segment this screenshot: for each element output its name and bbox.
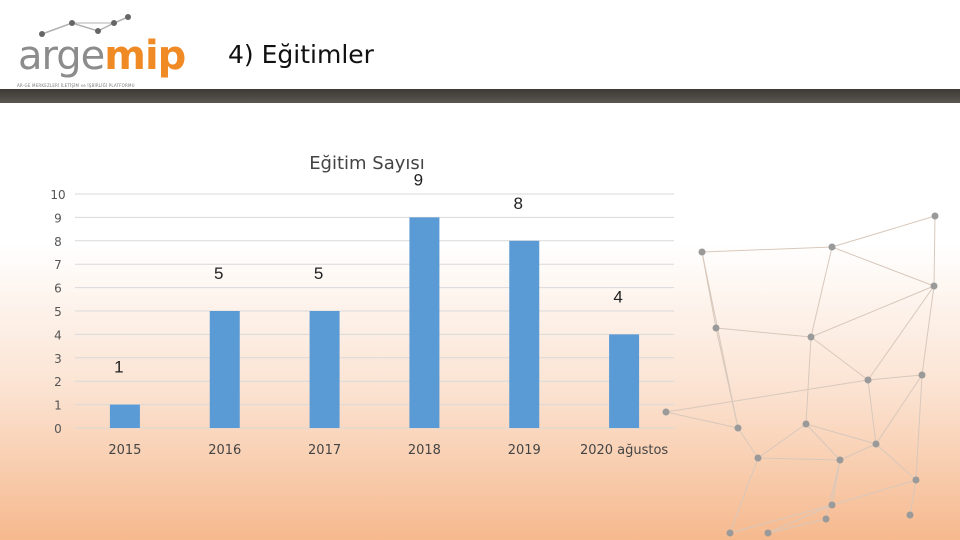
network-node [918,371,926,379]
network-node [764,529,772,537]
network-node [912,476,920,484]
x-tick-label: 2018 [408,443,441,458]
network-node [836,456,844,464]
slide-title: 4) Eğitimler [228,40,374,69]
logo-word-part-2: mip [104,33,186,79]
argemip-logo: argemip AR-GE MERKEZLERİ İLETİŞİM ve İŞB… [14,12,186,88]
network-node [802,420,810,428]
y-tick-label: 8 [54,235,62,249]
network-node [930,282,938,290]
network-dots-icon [39,14,131,37]
x-tick-label: 2015 [108,443,141,458]
header-bar [0,89,960,103]
bar [509,240,540,428]
chart-title: Eğitim Sayısı [309,153,425,174]
y-tick-label: 9 [54,211,62,225]
network-node [828,501,836,509]
bar [109,404,140,428]
logo-wordmark: argemip [18,33,186,79]
data-label: 5 [314,264,323,283]
network-node [931,212,939,220]
y-tick-label: 5 [54,305,62,319]
bar [609,334,640,428]
y-tick-label: 10 [50,188,65,202]
logo-tagline: AR-GE MERKEZLERİ İLETİŞİM ve İŞBİRLİĞİ P… [17,83,135,88]
network-node [906,511,914,519]
data-label: 8 [514,194,523,213]
logo-word-part-1: arge [18,33,105,79]
bar [309,311,340,428]
y-tick-label: 1 [54,399,62,413]
data-label: 5 [214,264,223,283]
network-node [698,248,706,256]
x-tick-label: 2016 [208,443,241,458]
x-tick-label: 2020 ağustos [580,443,668,458]
network-node [864,376,872,384]
network-node [754,454,762,462]
y-tick-label: 4 [54,328,62,342]
y-tick-label: 0 [54,422,62,436]
network-node [807,333,815,341]
network-node [726,529,734,537]
network-node [662,408,670,416]
data-label: 4 [613,287,622,306]
y-tick-label: 7 [54,258,62,272]
network-node [828,243,836,251]
network-node [872,440,880,448]
network-node [712,324,720,332]
y-tick-label: 2 [54,375,62,389]
x-tick-label: 2019 [508,443,541,458]
bar [209,311,240,428]
network-node [822,515,830,523]
y-tick-label: 3 [54,352,62,366]
data-label: 9 [414,170,423,189]
x-tick-label: 2017 [308,443,341,458]
network-node [734,424,742,432]
data-label: 1 [114,358,123,377]
bar [409,217,440,428]
y-tick-label: 6 [54,282,62,296]
